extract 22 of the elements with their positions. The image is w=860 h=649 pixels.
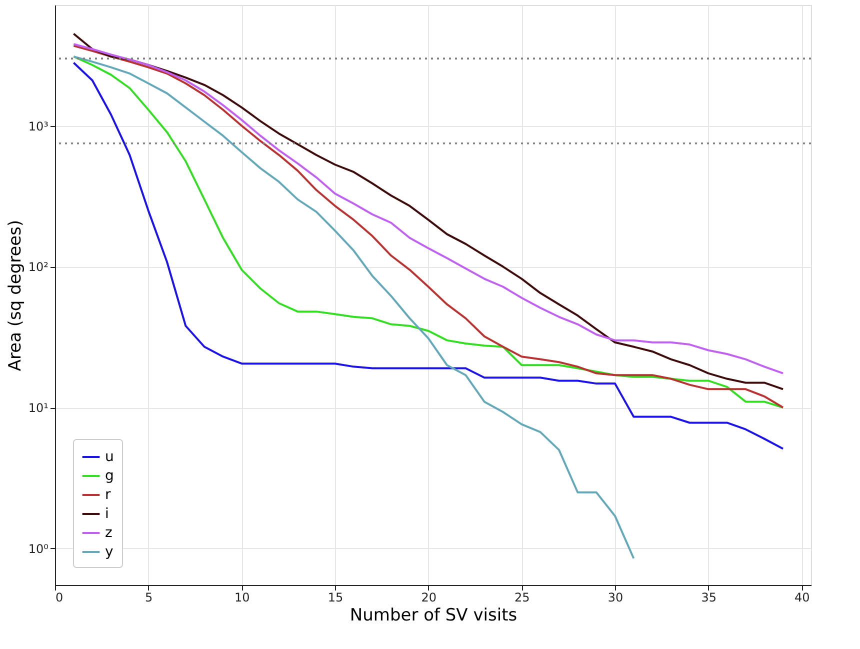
y-tick-label: 10³: [28, 119, 49, 134]
x-tick-label: 5: [145, 590, 153, 604]
x-tick-label: 15: [328, 590, 344, 604]
legend-label: y: [105, 544, 114, 560]
line-series: [72, 56, 635, 560]
legend-label: i: [105, 506, 109, 522]
x-tick-label: 30: [608, 590, 624, 604]
y-tick-label: 10¹: [28, 401, 49, 416]
legend-label: r: [105, 487, 111, 503]
x-tick-label: 10: [234, 590, 250, 604]
legend-label: u: [105, 449, 114, 465]
x-tick-label: 0: [56, 590, 64, 604]
y-tick-label: 10²: [28, 260, 49, 274]
x-axis-title: Number of SV visits: [350, 606, 518, 626]
y-axis-title: Area (sq degrees): [5, 220, 26, 372]
legend-label: z: [105, 525, 112, 541]
x-tick-label: 25: [514, 590, 530, 604]
y-tick-label: 10⁰: [28, 542, 49, 556]
x-tick-label: 35: [701, 590, 716, 604]
legend-label: g: [105, 468, 114, 484]
x-tick-label: 20: [421, 590, 436, 604]
x-tick-label: 40: [794, 590, 810, 604]
